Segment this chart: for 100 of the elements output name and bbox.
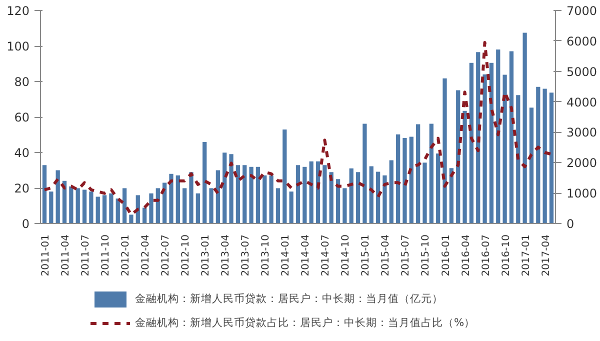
bar bbox=[249, 166, 254, 224]
bar bbox=[169, 174, 174, 224]
bar bbox=[502, 74, 507, 224]
bar bbox=[216, 170, 220, 224]
x-tick-label: 2013-01 bbox=[200, 234, 212, 276]
line-series bbox=[43, 40, 553, 216]
bar bbox=[122, 188, 127, 224]
x-tick-label: 2012-04 bbox=[140, 234, 152, 276]
bar bbox=[109, 193, 114, 224]
x-tick-label: 2015-07 bbox=[400, 234, 412, 276]
bar bbox=[256, 166, 260, 224]
x-tick-label: 2016-07 bbox=[480, 234, 492, 276]
bar bbox=[349, 168, 354, 224]
x-tick-label: 2016-04 bbox=[460, 234, 472, 276]
bar bbox=[309, 161, 314, 224]
y2-tick-label: 0 bbox=[566, 217, 574, 231]
x-tick-label: 2013-07 bbox=[240, 234, 252, 276]
y2-tick-label: 1000 bbox=[566, 186, 598, 201]
bar bbox=[82, 190, 87, 224]
bar bbox=[342, 188, 347, 224]
bar bbox=[149, 193, 154, 224]
y-tick-label: 40 bbox=[14, 146, 30, 160]
x-tick-label: 2015-04 bbox=[380, 234, 392, 276]
bar bbox=[269, 175, 274, 224]
x-tick-label: 2014-10 bbox=[340, 234, 352, 276]
bar bbox=[182, 188, 187, 224]
bar bbox=[262, 175, 267, 224]
bar bbox=[322, 165, 327, 224]
bar bbox=[536, 86, 540, 224]
bar bbox=[202, 142, 207, 224]
bar bbox=[509, 51, 514, 224]
x-tick-label: 2015-10 bbox=[420, 234, 432, 276]
bar bbox=[49, 192, 54, 224]
bar bbox=[102, 195, 107, 224]
bar bbox=[416, 124, 420, 224]
legend-label: 金融机构：新增人民币贷款：居民户：中长期：当月值（亿元） bbox=[135, 292, 443, 306]
y-tick-label: 60 bbox=[14, 110, 30, 124]
x-tick-label: 2014-07 bbox=[320, 234, 332, 276]
bar bbox=[469, 62, 474, 224]
bar bbox=[142, 208, 147, 224]
bar bbox=[496, 49, 500, 224]
bar bbox=[302, 166, 307, 224]
bar bbox=[129, 214, 134, 224]
bar bbox=[429, 124, 434, 224]
legend-label: 金融机构：新增人民币贷款占比：居民户：中长期：当月值占比（%） bbox=[135, 316, 476, 330]
bar bbox=[229, 154, 234, 224]
bar bbox=[542, 88, 547, 224]
y-tick-label: 20 bbox=[14, 182, 30, 196]
x-tick-label: 2016-10 bbox=[500, 234, 512, 276]
x-tick-label: 2011-07 bbox=[80, 234, 92, 276]
bar bbox=[529, 108, 534, 224]
bar bbox=[222, 152, 227, 224]
bar bbox=[282, 129, 287, 224]
x-tick-label: 2015-01 bbox=[360, 234, 372, 276]
bar bbox=[436, 154, 440, 224]
y2-tick-label: 3000 bbox=[566, 126, 598, 140]
bar bbox=[442, 78, 447, 224]
bar bbox=[402, 138, 407, 224]
x-tick-label: 2013-04 bbox=[220, 234, 232, 276]
bar bbox=[422, 162, 427, 224]
bar bbox=[396, 134, 400, 224]
x-tick-label: 2011-01 bbox=[40, 234, 52, 276]
x-tick-label: 2013-10 bbox=[260, 234, 272, 276]
bar bbox=[522, 32, 527, 224]
y2-tick-label: 2000 bbox=[566, 156, 598, 170]
x-tick-label: 2016-01 bbox=[440, 234, 452, 276]
bar bbox=[56, 170, 60, 224]
bar bbox=[176, 175, 180, 224]
bar bbox=[42, 165, 47, 224]
y2-tick-label: 7000 bbox=[566, 4, 598, 18]
x-tick-label: 2017-01 bbox=[520, 234, 532, 276]
bar bbox=[482, 74, 487, 224]
bar bbox=[516, 95, 520, 224]
bar bbox=[289, 192, 294, 224]
bar bbox=[462, 110, 467, 224]
bar bbox=[362, 124, 367, 224]
y2-tick-label: 5000 bbox=[566, 64, 598, 79]
bar bbox=[189, 172, 194, 224]
bar bbox=[236, 165, 240, 224]
x-tick-label: 2017-04 bbox=[540, 234, 552, 276]
x-tick-label: 2011-10 bbox=[100, 234, 112, 276]
bar bbox=[242, 165, 247, 224]
bar bbox=[96, 196, 100, 224]
y2-tick-label: 4000 bbox=[566, 95, 598, 110]
bar bbox=[76, 188, 80, 224]
y-tick-label: 120 bbox=[6, 4, 30, 18]
y2-tick-label: 6000 bbox=[566, 34, 598, 48]
x-tick-label: 2014-04 bbox=[300, 234, 312, 276]
x-tick-label: 2014-01 bbox=[280, 234, 292, 276]
bar bbox=[209, 188, 214, 224]
bar bbox=[549, 92, 554, 224]
bar bbox=[409, 136, 414, 224]
bar bbox=[489, 62, 494, 224]
bar bbox=[89, 192, 94, 224]
bar bbox=[356, 172, 360, 224]
bar bbox=[276, 188, 280, 224]
bar bbox=[376, 172, 380, 224]
bar bbox=[296, 165, 300, 224]
bar bbox=[382, 175, 387, 224]
x-tick-label: 2012-07 bbox=[160, 234, 172, 276]
